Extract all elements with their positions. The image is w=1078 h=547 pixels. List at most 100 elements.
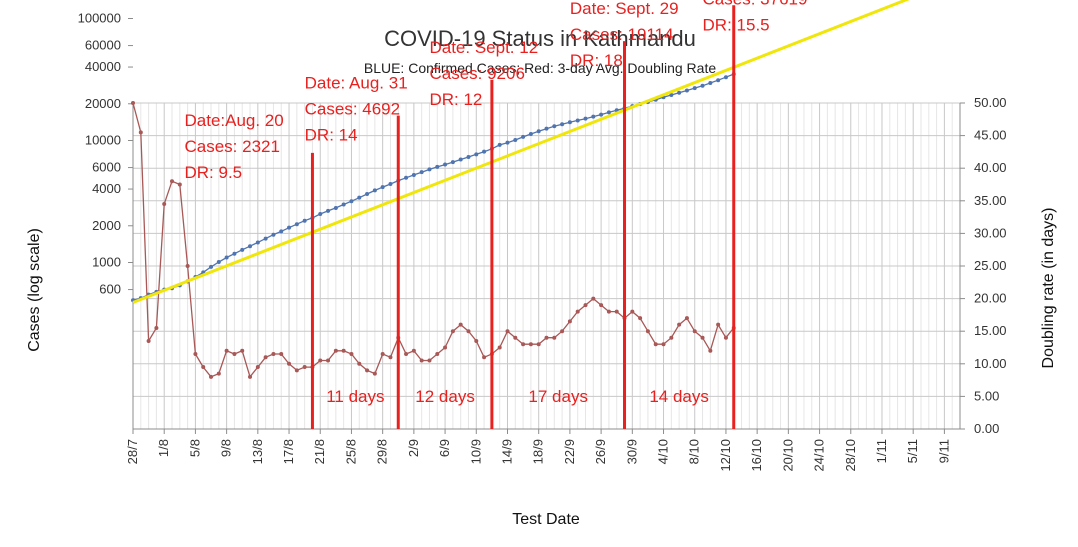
doubling-rate-series-point xyxy=(326,358,331,363)
doubling-rate-series-point xyxy=(513,335,518,340)
confirmed-cases-series-point xyxy=(708,81,713,86)
x-tick-label: 12/10 xyxy=(718,439,733,472)
confirmed-cases-series-point xyxy=(716,78,721,83)
doubling-rate-series-point xyxy=(185,264,190,268)
y-left-axis-ticks: 600 1000 2000 4000 6000 10000 20000 40000 60000 1… xyxy=(78,11,133,297)
y-left-tick-label: 10000 xyxy=(85,133,121,148)
doubling-rate-series-point xyxy=(248,374,253,379)
confirmed-cases-series-point xyxy=(357,195,362,200)
doubling-rate-series-point xyxy=(419,358,424,363)
x-tick-label: 1/11 xyxy=(874,439,889,463)
y-left-tick-label: 2000 xyxy=(92,218,121,233)
y-right-tick-label: 15.00 xyxy=(974,323,1007,338)
doubling-rate-series-point xyxy=(404,352,409,357)
doubling-rate-series-point xyxy=(263,355,268,360)
doubling-rate-series-point xyxy=(411,348,416,353)
x-tick-label: 1/8 xyxy=(156,439,171,457)
confirmed-cases-series-point xyxy=(209,264,214,269)
doubling-rate-series-point xyxy=(450,329,455,334)
doubling-rate-series-point xyxy=(177,182,182,187)
x-tick-label: 28/10 xyxy=(843,439,858,472)
confirmed-cases-series-point xyxy=(700,83,705,88)
y-right-tick-label: 0.00 xyxy=(974,421,999,436)
chart-subtitle: BLUE: Confirmed Cases; Red: 3-day Avg. D… xyxy=(364,60,716,76)
confirmed-cases-series-point xyxy=(372,188,377,193)
confirmed-cases-series-point xyxy=(583,116,588,121)
doubling-rate-series-point xyxy=(482,355,487,360)
doubling-rate-series-point xyxy=(700,335,705,340)
interval-label: 14 days xyxy=(649,387,709,406)
confirmed-cases-series-point xyxy=(692,86,697,91)
doubling-rate-series-point xyxy=(146,338,151,343)
doubling-rate-series-point xyxy=(357,361,362,366)
doubling-rate-series-point xyxy=(209,374,214,379)
annotation-line: Date: Aug. 31 xyxy=(305,74,408,93)
doubling-rate-series-point xyxy=(458,322,463,327)
y-right-tick-label: 45.00 xyxy=(974,128,1007,143)
trend-line xyxy=(132,0,910,304)
chart-title: COVID-19 Status in Kathmandu xyxy=(384,26,696,51)
x-tick-label: 2/9 xyxy=(406,439,421,457)
confirmed-cases-series-point xyxy=(302,218,307,223)
annotation-line: Cases: 4692 xyxy=(305,100,400,119)
doubling-rate-series-point xyxy=(528,342,533,347)
doubling-rate-series-point xyxy=(388,355,393,360)
doubling-rate-series-point xyxy=(716,322,721,327)
confirmed-cases-series-point xyxy=(232,251,237,256)
confirmed-cases-series-point xyxy=(255,240,260,245)
doubling-rate-series-point xyxy=(567,319,572,324)
x-tick-label: 9/11 xyxy=(936,439,951,463)
doubling-rate-series-point xyxy=(684,316,689,321)
y-left-tick-label: 4000 xyxy=(92,181,121,196)
confirmed-cases-series-point xyxy=(427,167,432,172)
y-left-tick-label: 60000 xyxy=(85,38,121,53)
x-tick-label: 4/10 xyxy=(656,439,671,464)
y-right-tick-label: 20.00 xyxy=(974,291,1007,306)
doubling-rate-series-point xyxy=(614,309,619,314)
doubling-rate-series-point xyxy=(544,335,549,340)
doubling-rate-series-point xyxy=(708,348,713,353)
confirmed-cases-series-point xyxy=(544,126,549,131)
doubling-rate-series-point xyxy=(232,352,237,357)
confirmed-cases-series-point xyxy=(294,222,299,227)
confirmed-cases-series-point xyxy=(318,211,323,216)
y-right-axis-label: Doubling rate (in days) xyxy=(1040,208,1057,369)
confirmed-cases-series-point xyxy=(404,175,409,180)
doubling-rate-series-point xyxy=(505,329,510,334)
doubling-rate-series-point xyxy=(669,335,674,340)
doubling-rate-series-point xyxy=(240,348,245,353)
annotation-line: Cases: 9206 xyxy=(429,64,524,83)
confirmed-cases-series-point xyxy=(552,124,557,129)
x-tick-label: 25/8 xyxy=(343,439,358,464)
doubling-rate-series-point xyxy=(138,130,143,135)
confirmed-cases-series-point xyxy=(365,192,370,197)
doubling-rate-series-point xyxy=(692,329,697,334)
doubling-rate-series-point xyxy=(606,309,611,314)
confirmed-cases-series-point xyxy=(380,185,385,190)
confirmed-cases-series-point xyxy=(224,255,229,260)
y-left-tick-label: 20000 xyxy=(85,96,121,111)
doubling-rate-series-point xyxy=(427,358,432,363)
confirmed-cases-series-point xyxy=(677,90,682,95)
confirmed-cases-series-point xyxy=(388,181,393,186)
y-left-tick-label: 600 xyxy=(99,282,121,297)
x-tick-label: 8/10 xyxy=(687,439,702,464)
interval-label: 17 days xyxy=(528,387,588,406)
doubling-rate-series-point xyxy=(435,352,440,357)
annotation-line: Date: Sept. 29 xyxy=(570,0,679,18)
confirmed-cases-series-point xyxy=(521,134,526,139)
doubling-rate-series-point xyxy=(365,368,370,373)
doubling-rate-series-point xyxy=(193,352,198,357)
confirmed-cases-series-point xyxy=(575,118,580,123)
confirmed-cases-series-point xyxy=(287,225,292,230)
y-left-tick-label: 6000 xyxy=(92,160,121,175)
x-tick-label: 18/9 xyxy=(531,439,546,464)
doubling-rate-series-point xyxy=(653,342,658,347)
confirmed-cases-series-point xyxy=(482,149,487,154)
confirmed-cases-series-point xyxy=(513,137,518,142)
x-tick-label: 5/11 xyxy=(905,439,920,463)
x-tick-label: 13/8 xyxy=(250,439,265,464)
annotation-line: DR: 14 xyxy=(305,126,358,145)
confirmed-cases-series-point xyxy=(435,164,440,169)
